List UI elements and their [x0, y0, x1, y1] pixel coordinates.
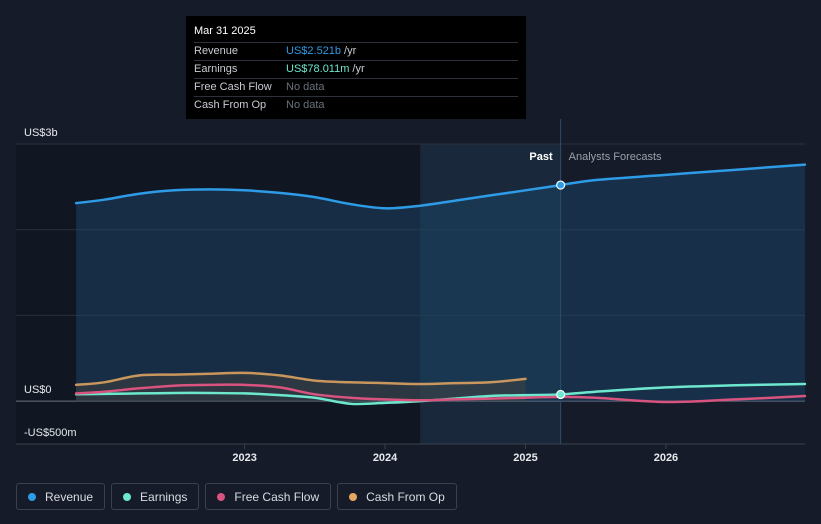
legend: Revenue Earnings Free Cash Flow Cash Fro… [16, 483, 457, 510]
tooltip-label: Free Cash Flow [194, 81, 272, 93]
tooltip-label: Cash From Op [194, 99, 267, 111]
legend-item-earnings[interactable]: Earnings [111, 483, 200, 510]
tooltip-value: US$2.521b [286, 45, 342, 57]
x-tick-label: 2023 [232, 452, 256, 464]
legend-label: Free Cash Flow [234, 489, 320, 504]
y-tick-label: US$0 [24, 384, 52, 396]
tooltip-label: Earnings [194, 63, 238, 75]
tooltip-value: US$78.011m [286, 63, 350, 75]
legend-item-cash-from-op[interactable]: Cash From Op [337, 483, 457, 510]
revenue-marker [556, 180, 566, 190]
y-tick-label: US$3b [24, 127, 58, 139]
past-label: Past [529, 151, 553, 163]
legend-label: Revenue [45, 489, 94, 504]
tooltip: Mar 31 2025 Revenue US$2.521b /yr Earnin… [186, 16, 526, 119]
tooltip-row-cash-from-op: Cash From Op No data [194, 96, 518, 114]
legend-label: Cash From Op [366, 489, 445, 504]
tooltip-unit: /yr [344, 45, 357, 57]
hover-markers [556, 180, 566, 400]
cash_from_op-line [74, 371, 527, 387]
tooltip-unit: /yr [352, 63, 365, 75]
tooltip-row-earnings: Earnings US$78.011m /yr [194, 60, 518, 78]
tooltip-value: No data [286, 99, 325, 111]
tooltip-date: Mar 31 2025 [194, 25, 256, 37]
x-tick-label: 2025 [513, 452, 537, 464]
x-tick-label: 2024 [373, 452, 398, 464]
revenue-area [76, 164, 806, 402]
legend-label: Earnings [140, 489, 188, 504]
legend-dot-icon [217, 492, 226, 501]
x-tick-label: 2026 [654, 452, 678, 464]
legend-item-revenue[interactable]: Revenue [16, 483, 106, 510]
revenue-line [74, 163, 807, 210]
legend-dot-icon [123, 492, 132, 501]
legend-dot-icon [349, 492, 358, 501]
y-tick-label: -US$500m [24, 427, 77, 439]
legend-item-free-cash-flow[interactable]: Free Cash Flow [205, 483, 332, 510]
tooltip-value: No data [286, 81, 325, 93]
legend-dot-icon [28, 492, 36, 501]
series-lines [74, 163, 807, 406]
free_cash_flow-line [74, 383, 807, 404]
earnings-line [74, 382, 807, 406]
earnings-marker [556, 389, 566, 400]
x-axis: 2023 2024 2025 2026 [232, 444, 678, 464]
tooltip-row-revenue: Revenue US$2.521b /yr [194, 42, 518, 60]
forecast-label: Analysts Forecasts [569, 151, 662, 163]
tooltip-label: Revenue [194, 45, 239, 57]
y-axis: US$3b US$0 -US$500m [24, 127, 77, 439]
tooltip-row-free-cash-flow: Free Cash Flow No data [194, 78, 518, 96]
